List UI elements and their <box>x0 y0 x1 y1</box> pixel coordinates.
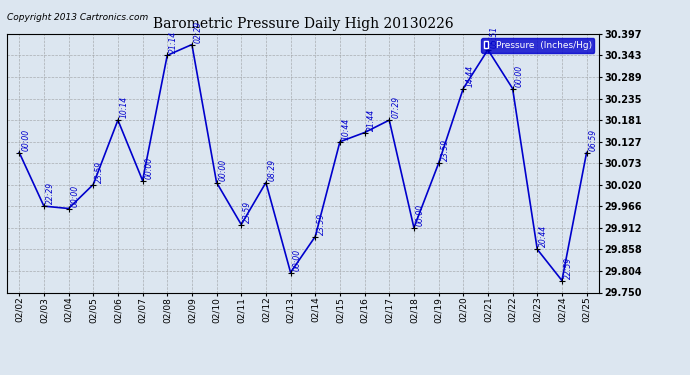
Text: 00:00: 00:00 <box>515 64 524 87</box>
Text: 07:29: 07:29 <box>391 96 400 118</box>
Text: 06:59: 06:59 <box>589 128 598 150</box>
Text: 00:00: 00:00 <box>293 248 302 270</box>
Text: 00:00: 00:00 <box>144 156 154 178</box>
Text: 23:59: 23:59 <box>317 212 326 234</box>
Text: 14:44: 14:44 <box>465 64 474 87</box>
Text: 02:29: 02:29 <box>194 20 203 42</box>
Text: 22:29: 22:29 <box>46 182 55 204</box>
Text: 00:00: 00:00 <box>416 204 425 226</box>
Legend: Pressure  (Inches/Hg): Pressure (Inches/Hg) <box>481 38 594 53</box>
Text: 20:44: 20:44 <box>539 225 549 247</box>
Text: 22:59: 22:59 <box>564 256 573 279</box>
Text: 21:14: 21:14 <box>169 31 178 53</box>
Title: Barometric Pressure Daily High 20130226: Barometric Pressure Daily High 20130226 <box>152 17 453 31</box>
Text: 21:44: 21:44 <box>366 108 375 130</box>
Text: 10:44: 10:44 <box>342 118 351 140</box>
Text: 08:29: 08:29 <box>268 158 277 180</box>
Text: 23:59: 23:59 <box>440 139 450 161</box>
Text: 05:51: 05:51 <box>490 26 499 48</box>
Text: 10:14: 10:14 <box>120 96 129 118</box>
Text: Copyright 2013 Cartronics.com: Copyright 2013 Cartronics.com <box>7 13 148 22</box>
Text: 23:59: 23:59 <box>95 160 104 183</box>
Text: 00:00: 00:00 <box>70 184 79 207</box>
Text: 23:59: 23:59 <box>243 200 253 222</box>
Text: 00:00: 00:00 <box>219 158 228 180</box>
Text: 00:00: 00:00 <box>21 128 30 150</box>
